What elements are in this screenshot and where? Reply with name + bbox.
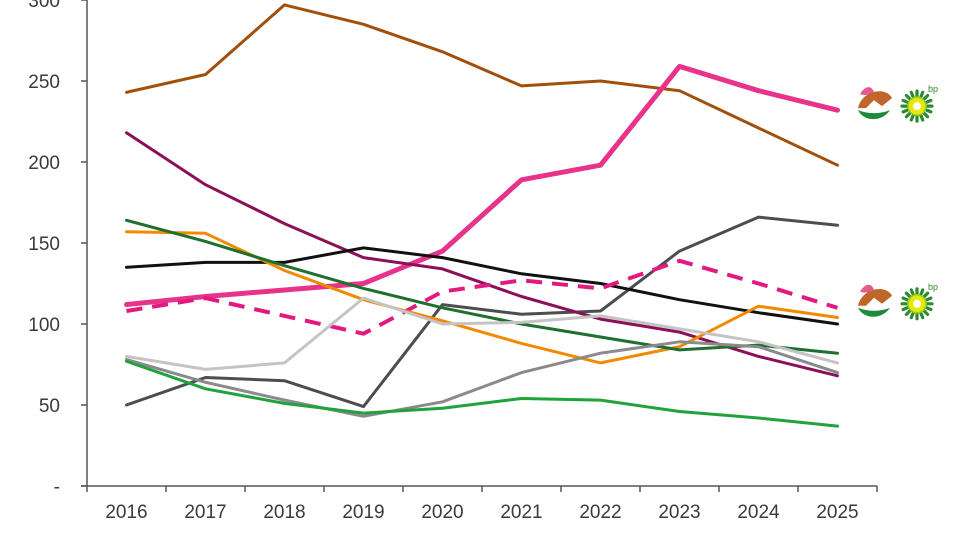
series-line-5 (125, 246, 839, 326)
label-layer: - 50 100 150 200 250 300 2016 2017 2018 2019 2020 20… (28, 0, 858, 523)
y-tick-label: 200 (28, 153, 60, 174)
x-tick-label: 2016 (105, 502, 147, 523)
bp-logo-text: bp (928, 84, 938, 94)
series-line-10 (125, 340, 839, 418)
logo-marker-1: bp (858, 84, 938, 123)
shell-logo-icon (858, 87, 892, 120)
bp-logo-icon: bp (900, 84, 938, 123)
y-tick-label: - (54, 477, 60, 498)
x-tick-label: 2023 (658, 502, 700, 523)
bp-logo-center (913, 299, 921, 308)
y-tick-label: 100 (28, 315, 60, 336)
series-line-11 (125, 359, 839, 428)
shell-logo-top-shape (860, 87, 874, 95)
y-tick-label: 250 (28, 72, 60, 93)
x-tick-label: 2020 (421, 502, 463, 523)
series-line-9 (125, 296, 839, 371)
y-tick-label: 300 (28, 0, 60, 12)
x-tick-label: 2018 (263, 502, 305, 523)
x-tick-label: 2021 (500, 502, 542, 523)
y-tick-label: 50 (39, 396, 60, 417)
series-line-8 (125, 218, 839, 355)
series-line-1 (125, 3, 839, 167)
y-tick-label: 150 (28, 234, 60, 255)
series-line-3 (125, 215, 839, 409)
shell-logo-wave-shape (858, 110, 890, 120)
logo-layer: bp bp (858, 84, 938, 321)
shell-logo-icon (858, 284, 892, 317)
bp-logo-center (913, 102, 921, 111)
x-tick-label: 2025 (816, 502, 858, 523)
x-tick-label: 2022 (579, 502, 621, 523)
series-layer (124, 3, 840, 428)
logo-marker-2: bp (858, 282, 938, 321)
shell-logo-shell-shape (858, 288, 892, 306)
series-line-7 (125, 230, 839, 365)
bp-logo-text: bp (928, 282, 938, 292)
x-tick-label: 2019 (342, 502, 384, 523)
shell-logo-wave-shape (858, 307, 890, 317)
shell-logo-top-shape (860, 284, 874, 293)
axis-layer (81, 0, 878, 492)
series-line-2 (124, 63, 840, 308)
series-line-6 (126, 258, 839, 336)
x-tick-label: 2024 (737, 502, 780, 523)
x-tick-label: 2017 (184, 502, 226, 523)
bp-logo-icon: bp (900, 282, 938, 321)
series-line-4 (125, 131, 839, 378)
shell-logo-shell-shape (858, 91, 892, 109)
